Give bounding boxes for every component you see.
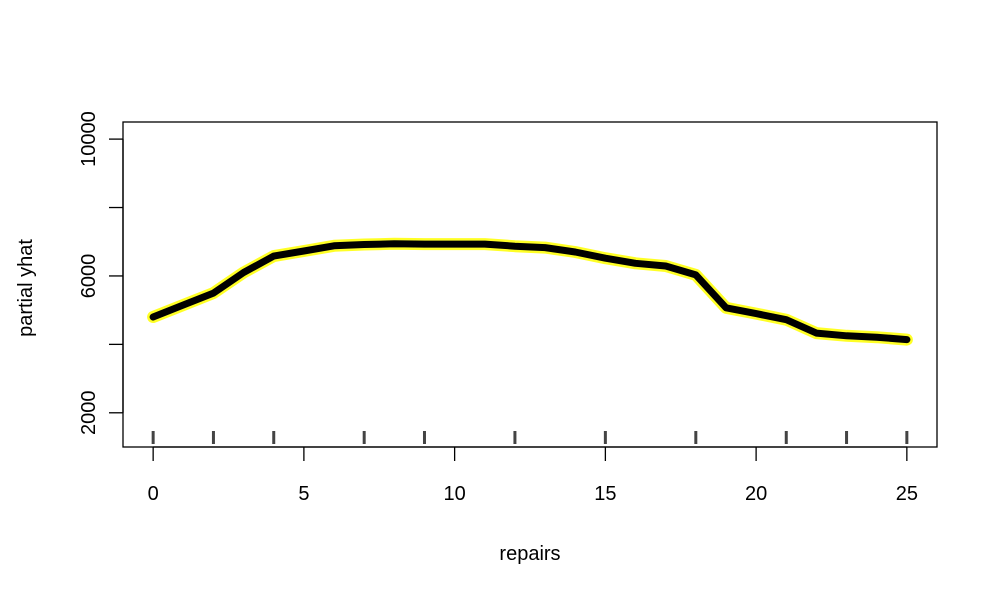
plot-frame [122,121,938,448]
data-point [272,254,276,258]
x-axis: 0 5 10 15 20 25 [148,446,918,505]
y-tick-label: 2000 [78,391,100,436]
data-point [332,244,336,248]
data-point [422,242,426,246]
data-point [845,334,849,338]
data-point [634,261,638,265]
data-point [181,303,185,307]
x-tick-label: 15 [594,483,616,505]
data-point [784,318,788,322]
x-tick-label: 25 [896,483,918,505]
y-axis: 2000 6000 10000 [78,111,124,436]
data-point [242,271,246,275]
y-tick-label: 10000 [78,111,100,167]
data-point [905,338,909,342]
data-point [362,242,366,246]
data-point [694,273,698,277]
x-axis-title: repairs [499,543,560,565]
data-point [151,315,155,319]
data-point [875,335,879,339]
data-point [453,242,457,246]
rug-marks [151,431,909,444]
data-point [724,306,728,310]
y-axis-title: partial yhat [15,239,37,337]
data-point [573,250,577,254]
series-line [147,237,913,346]
data-point [483,242,487,246]
data-point [211,291,215,295]
data-point [392,242,396,246]
x-tick-label: 20 [745,483,767,505]
data-point [754,312,758,316]
data-point [814,331,818,335]
x-tick-label: 10 [444,483,466,505]
data-point [664,264,668,268]
y-tick-label: 6000 [78,254,100,299]
data-point [513,244,517,248]
x-tick-label: 5 [298,483,309,505]
data-point [543,246,547,250]
x-tick-label: 0 [148,483,159,505]
data-point [603,256,607,260]
data-point [302,249,306,253]
series-path [149,240,911,344]
